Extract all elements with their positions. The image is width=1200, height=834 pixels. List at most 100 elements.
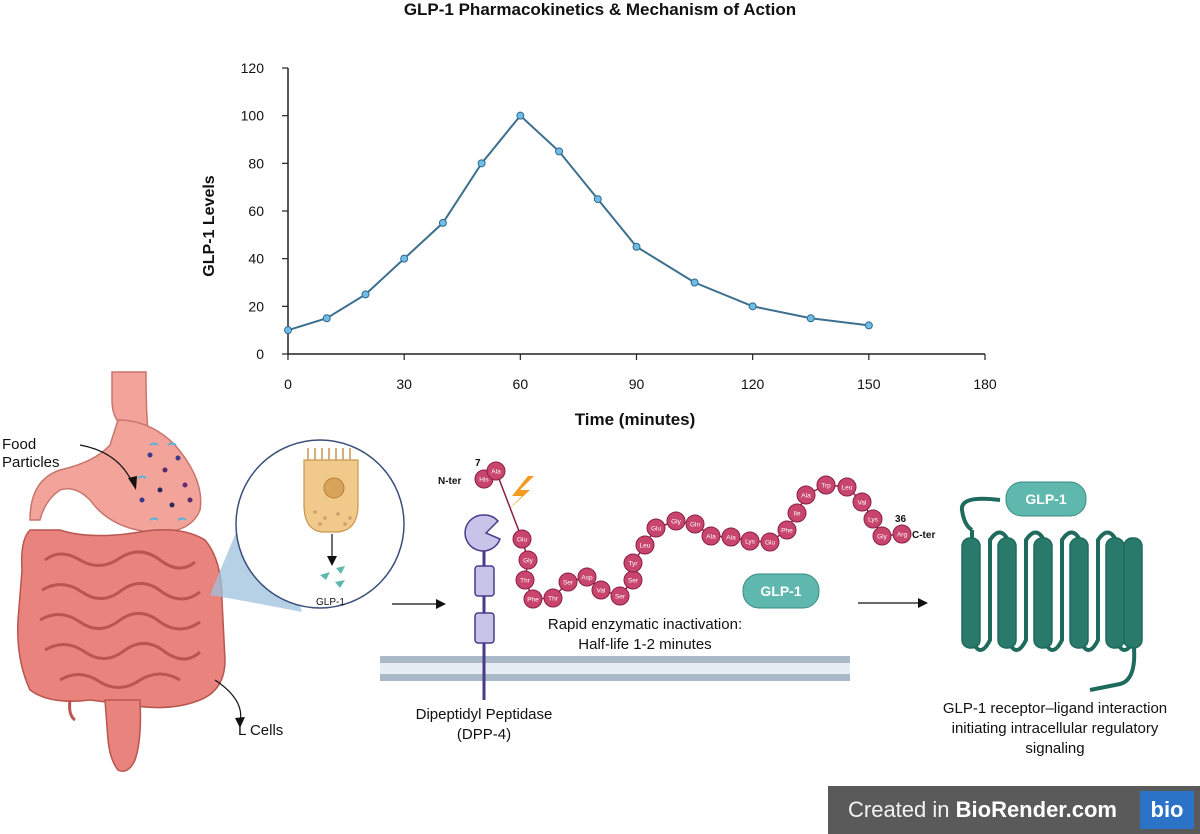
glp1-receptor xyxy=(959,481,1143,692)
l-cell-zoom xyxy=(235,439,405,609)
food-label: Food Particles xyxy=(2,436,60,471)
amino-acid-label: Arg xyxy=(897,532,908,539)
amino-acid xyxy=(591,580,611,600)
data-point xyxy=(322,314,331,323)
footer-prefix: Created in xyxy=(848,797,956,822)
data-point xyxy=(516,111,525,120)
data-point xyxy=(400,254,409,263)
amino-acid xyxy=(740,531,760,551)
digestive-tract xyxy=(17,371,245,772)
chart-title: GLP-1 Pharmacokinetics & Mechanism of Ac… xyxy=(403,0,797,19)
amino-acid xyxy=(837,477,857,497)
amino-acid-label: Ser xyxy=(563,580,574,587)
amino-acid xyxy=(796,485,816,505)
x-tick-label: 0 xyxy=(284,376,292,392)
amino-acid-label: Ala xyxy=(491,469,501,476)
amino-acid-label: Ala xyxy=(801,493,811,500)
amino-acid xyxy=(543,588,563,608)
data-point xyxy=(748,302,757,311)
amino-acid xyxy=(760,532,780,552)
x-tick-label: 30 xyxy=(396,376,412,392)
x-tick-label: 60 xyxy=(513,376,529,392)
amino-acid-label: Trp xyxy=(821,483,831,490)
amino-acid-label: Tyr xyxy=(628,561,638,568)
small-intestine xyxy=(39,550,202,689)
y-tick-label: 20 xyxy=(248,298,264,314)
data-point xyxy=(555,147,564,156)
membrane xyxy=(380,656,850,681)
amino-acid-label: Glu xyxy=(765,540,776,547)
data-point xyxy=(361,290,370,299)
amino-acid xyxy=(872,526,892,546)
footer-brand: BioRender.com xyxy=(955,797,1117,822)
glp1-molecules xyxy=(320,566,345,588)
data-point xyxy=(284,326,292,335)
arrow-to-receptor-head xyxy=(918,598,928,608)
amino-acid-label: Ala xyxy=(726,535,736,542)
data-point xyxy=(477,159,486,168)
x-tick-label: 90 xyxy=(629,376,645,392)
amino-acid-label: Gly xyxy=(671,519,682,526)
nter-label: N-ter xyxy=(438,476,462,487)
amino-acid-label: Gln xyxy=(690,522,701,529)
lcells-label: L Cells xyxy=(238,722,284,739)
dpp4-line1: Dipeptidyl Peptidase xyxy=(415,706,553,723)
series-line xyxy=(287,114,869,332)
amino-acid xyxy=(486,461,506,481)
amino-acid xyxy=(892,524,912,544)
data-point xyxy=(806,314,815,323)
food-arrow-head xyxy=(128,476,137,490)
y-tick-label: 100 xyxy=(241,108,265,124)
amino-acid xyxy=(646,518,666,538)
data-point xyxy=(632,242,641,251)
x-tick-label: 120 xyxy=(741,376,765,392)
x-tick-label: 150 xyxy=(857,376,881,392)
dpp4-line2: (DPP-4) xyxy=(456,726,512,743)
biorender-logo: bio xyxy=(1140,791,1194,829)
amino-acid-label: Gly xyxy=(877,534,888,541)
y-tick-label: 40 xyxy=(248,251,264,267)
line-chart: 0 20 40 60 80 100 120 0 30 60 90 120 150 180 xyxy=(241,60,997,392)
residue-36-label: 36 xyxy=(895,514,907,525)
amino-acid-label: Gly xyxy=(523,558,534,565)
amino-acid-label: Glu xyxy=(651,526,662,533)
x-axis-label: Time (minutes) xyxy=(574,410,696,429)
receptor-line2: initiating intracellular regulatory xyxy=(951,720,1159,737)
amino-acid-label: Phe xyxy=(781,528,793,535)
amino-acid xyxy=(852,492,872,512)
data-point xyxy=(593,195,602,204)
inactivation-line2: Half-life 1-2 minutes xyxy=(578,636,712,653)
receptor-line1: GLP-1 receptor–ligand interaction xyxy=(942,700,1168,717)
cter-label: C-ter xyxy=(912,530,936,541)
microvilli xyxy=(307,448,351,460)
amino-acid-label: Lys xyxy=(868,517,879,524)
glp1-cell-label: GLP-1 xyxy=(316,597,345,608)
amino-acid xyxy=(523,589,543,609)
data-point xyxy=(438,218,447,227)
amino-acid-label: His xyxy=(479,477,489,484)
amino-acid xyxy=(863,509,883,529)
biorender-footer[interactable]: Created in BioRender.com bio xyxy=(828,786,1200,834)
amino-acid xyxy=(685,514,705,534)
amino-acid-label: Leu xyxy=(640,543,651,550)
nucleus xyxy=(323,477,345,499)
amino-acid-label: Ile xyxy=(794,511,801,518)
amino-acid xyxy=(512,529,532,549)
amino-acid-label: Ser xyxy=(628,578,639,585)
amino-acid xyxy=(721,527,741,547)
amino-acid xyxy=(515,570,535,590)
y-tick-label: 60 xyxy=(248,203,264,219)
arrow-to-dpp4-head xyxy=(436,599,446,609)
food-arrow xyxy=(79,444,133,483)
lightning-icon xyxy=(506,476,534,512)
x-tick-label: 180 xyxy=(973,376,997,392)
y-tick-label: 80 xyxy=(248,155,264,171)
amino-acid xyxy=(777,520,797,540)
amino-acid-label: Ser xyxy=(615,594,626,601)
receptor-glp1-label: GLP-1 xyxy=(1025,491,1067,507)
data-point xyxy=(690,278,699,287)
y-tick-label: 120 xyxy=(241,60,265,76)
